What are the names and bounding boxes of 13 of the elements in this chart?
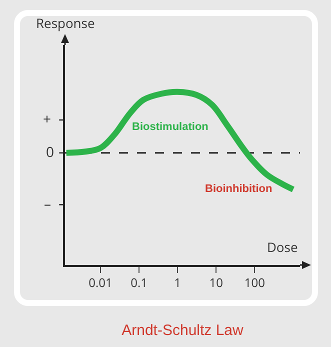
text: –: [44, 195, 51, 214]
x-tick-label: 10: [209, 274, 224, 292]
x-tick-label: 1: [174, 274, 182, 292]
ref-line-label: 0: [46, 143, 54, 162]
x-tick-label: 0.1: [130, 274, 148, 292]
text: Arndt-Schultz Law: [122, 322, 244, 339]
x-tick-label: 100: [244, 274, 266, 292]
annotation: Bioinhibition: [205, 183, 272, 195]
x-tick-label: 0.01: [88, 274, 112, 292]
text: +: [43, 110, 52, 129]
x-axis-title: Dose: [267, 238, 298, 256]
annotation: Biostimulation: [132, 121, 209, 133]
y-axis-title: Response: [36, 14, 95, 32]
